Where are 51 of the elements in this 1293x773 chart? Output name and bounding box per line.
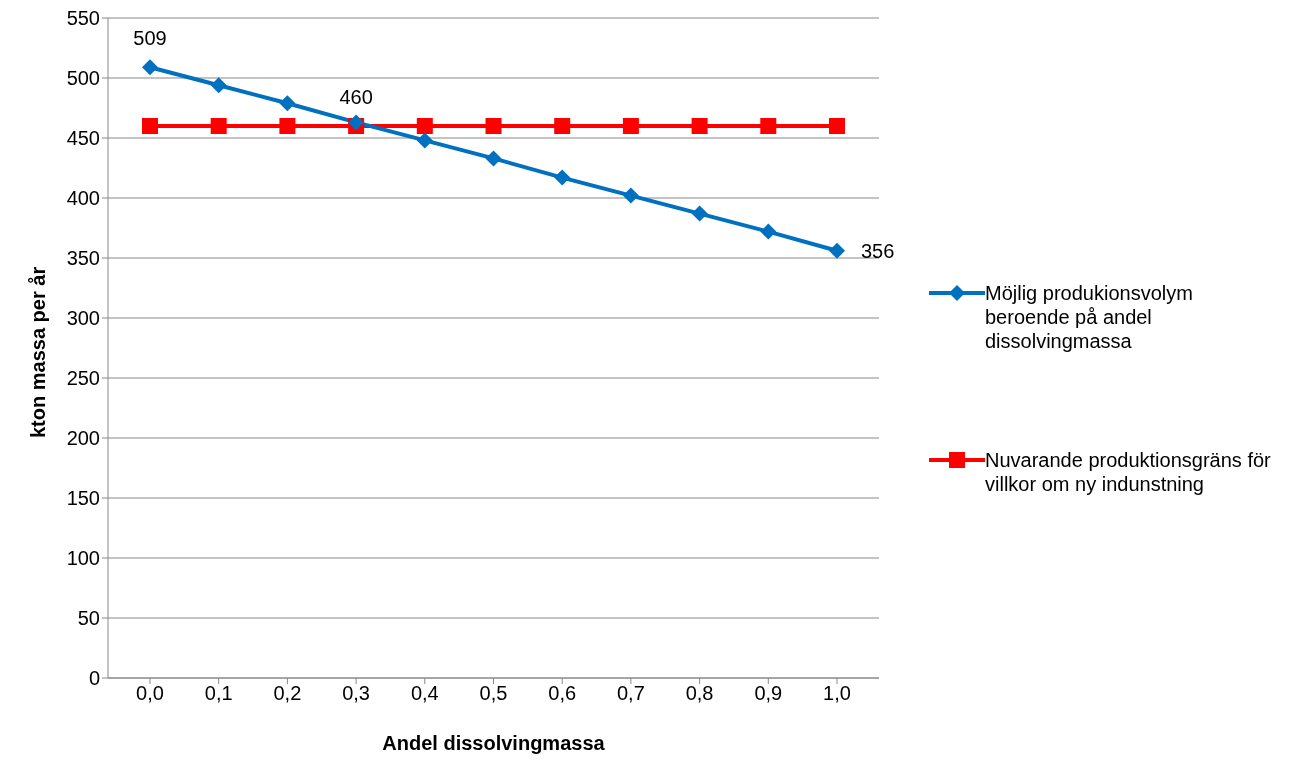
point	[210, 118, 227, 134]
x-tick-label: 0,6	[548, 682, 577, 705]
x-tick-label: 0,3	[342, 682, 371, 705]
y-tick-label: 350	[66, 247, 100, 270]
y-tick-label: 450	[66, 127, 100, 150]
x-tick-label: 0,0	[136, 682, 164, 705]
data-label: 356	[861, 239, 895, 262]
point	[554, 169, 571, 186]
point	[829, 242, 845, 259]
x-tick-label: 0,2	[273, 682, 302, 705]
y-tick-label: 100	[66, 547, 100, 570]
x-axis-title: Andel dissolvingmassa	[382, 732, 606, 754]
point	[760, 223, 777, 240]
point	[416, 118, 433, 134]
x-tick-label: 0,1	[204, 682, 233, 705]
x-tick-label: 0,8	[685, 682, 714, 705]
point	[691, 205, 708, 222]
x-tick-label: 0,4	[410, 682, 439, 705]
y-tick-label: 50	[77, 607, 100, 630]
y-tick-label: 400	[66, 187, 100, 210]
point	[142, 118, 158, 134]
point	[142, 59, 158, 76]
data-label: 460	[339, 86, 373, 108]
x-tick-label: 0,5	[479, 682, 508, 705]
point	[279, 95, 296, 112]
point	[760, 118, 777, 134]
x-tick-label: 0,7	[616, 682, 645, 705]
point	[348, 114, 365, 131]
y-tick-label: 150	[66, 487, 100, 510]
point	[691, 118, 708, 134]
legend-label: Möjlig produkionsvolym beroende på andel dissolvingmassa	[985, 280, 1194, 353]
x-tick-label: 1,0	[823, 682, 851, 705]
point	[829, 118, 845, 134]
point	[485, 118, 502, 134]
point	[622, 187, 639, 204]
point	[416, 132, 433, 149]
point	[210, 77, 227, 94]
point	[279, 118, 296, 134]
point	[622, 118, 639, 134]
data-label: 509	[133, 27, 167, 50]
y-tick-label: 300	[66, 307, 100, 330]
y-axis-title: kton massa per år	[27, 266, 50, 438]
y-tick-label: 200	[66, 427, 100, 450]
y-tick-label: 550	[66, 7, 100, 30]
point	[485, 150, 502, 167]
y-tick-label: 500	[66, 67, 100, 90]
point	[554, 118, 571, 134]
y-tick-label: 0	[88, 667, 100, 690]
y-tick-label: 250	[66, 367, 100, 390]
legend-label: Nuvarande produktionsgräns för villkor om ny indunstning	[985, 447, 1272, 496]
x-tick-label: 0,9	[754, 682, 783, 705]
